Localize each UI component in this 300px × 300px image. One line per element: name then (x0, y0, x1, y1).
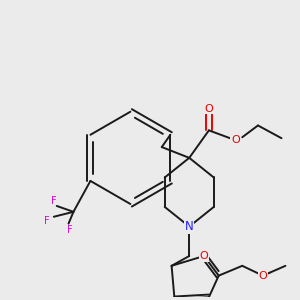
Text: O: O (200, 251, 208, 261)
Text: N: N (185, 220, 194, 233)
Text: O: O (205, 104, 213, 114)
Text: O: O (231, 135, 240, 145)
Text: F: F (44, 216, 50, 226)
Text: F: F (67, 226, 72, 236)
Text: F: F (51, 196, 57, 206)
Text: O: O (259, 271, 267, 281)
